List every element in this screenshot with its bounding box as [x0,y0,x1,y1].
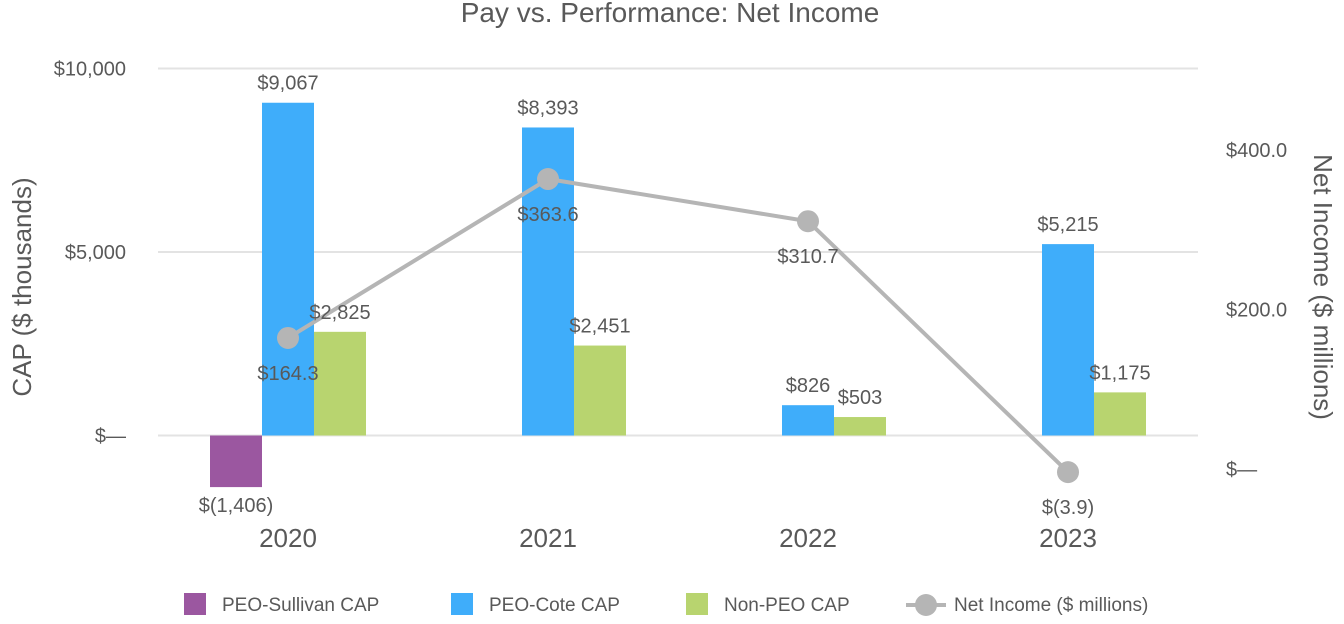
legend-swatch [686,593,708,615]
legend-item-net-income-millions: Net Income ($ millions) [906,594,1148,616]
net-income-point [797,210,819,233]
bar-value-label: $826 [786,375,831,397]
bar-value-label: $503 [838,387,883,409]
right-axis-label: Net Income ($ millions) [1308,154,1338,420]
right-axis-ticks: $— $200.0 $400.0 [1226,140,1287,481]
legend-label: Net Income ($ millions) [954,595,1148,616]
bar-value-label: $2,825 [309,302,370,324]
legend: PEO-Sullivan CAP PEO-Cote CAP Non-PEO CAP N… [184,593,1148,616]
chart-title: Pay vs. Performance: Net Income [461,0,880,28]
net-income-point [1057,461,1079,484]
left-tick-label: $10,000 [54,59,126,81]
bar-non-peo-cap [1094,392,1146,436]
net-income-value-label: $310.7 [777,246,838,268]
left-tick-label: $5,000 [65,242,126,264]
legend-label: Non-PEO CAP [724,595,850,616]
net-income-point [537,168,559,191]
legend-swatch [451,593,473,615]
bar-value-label: $5,215 [1037,214,1098,236]
x-tick-label: 2022 [779,523,837,553]
right-tick-label: $200.0 [1226,300,1287,322]
x-tick-label: 2023 [1039,523,1097,553]
right-tick-label: $— [1226,459,1257,481]
bar-non-peo-cap [834,417,886,436]
bar-peo-cote-cap [1042,244,1094,436]
bar-peo-sullivan-cap [210,435,262,488]
legend-item-non-peo-cap: Non-PEO CAP [686,593,850,616]
legend-item-peo-sullivan-cap: PEO-Sullivan CAP [184,593,379,616]
bar-value-label: $(1,406) [199,495,274,517]
bar-peo-cote-cap [262,102,314,436]
legend-item-peo-cote-cap: PEO-Cote CAP [451,593,620,616]
net-income-point [277,326,299,349]
legend-label: PEO-Sullivan CAP [222,595,379,616]
bar-non-peo-cap [574,345,626,436]
data-labels: $(1,406) $9,067 $8,393 $826 $5,215 $2,825 $2,4… [199,73,1151,519]
right-tick-label: $400.0 [1226,140,1287,162]
bar-non-peo-cap [314,331,366,436]
legend-label: PEO-Cote CAP [489,595,620,616]
legend-swatch [184,593,206,615]
left-axis-label: CAP ($ thousands) [7,177,37,396]
x-tick-label: 2020 [259,523,317,553]
bar-peo-cote-cap [782,405,834,436]
left-axis-ticks: $— $5,000 $10,000 [54,59,126,448]
bar-value-label: $2,451 [569,316,630,338]
net-income-value-label: $164.3 [257,363,318,385]
left-tick-label: $— [95,426,126,448]
net-income-line [277,168,1079,484]
bar-value-label: $1,175 [1089,362,1150,384]
bar-value-label: $8,393 [517,97,578,119]
net-income-polyline [286,176,1070,474]
net-income-value-label: $(3.9) [1042,497,1094,519]
net-income-value-label: $363.6 [517,204,578,226]
bars [210,102,1146,488]
x-tick-label: 2021 [519,523,577,553]
legend-marker [915,594,937,616]
x-axis-ticks: 2020 2021 2022 2023 [259,523,1097,553]
bar-value-label: $9,067 [257,73,318,95]
